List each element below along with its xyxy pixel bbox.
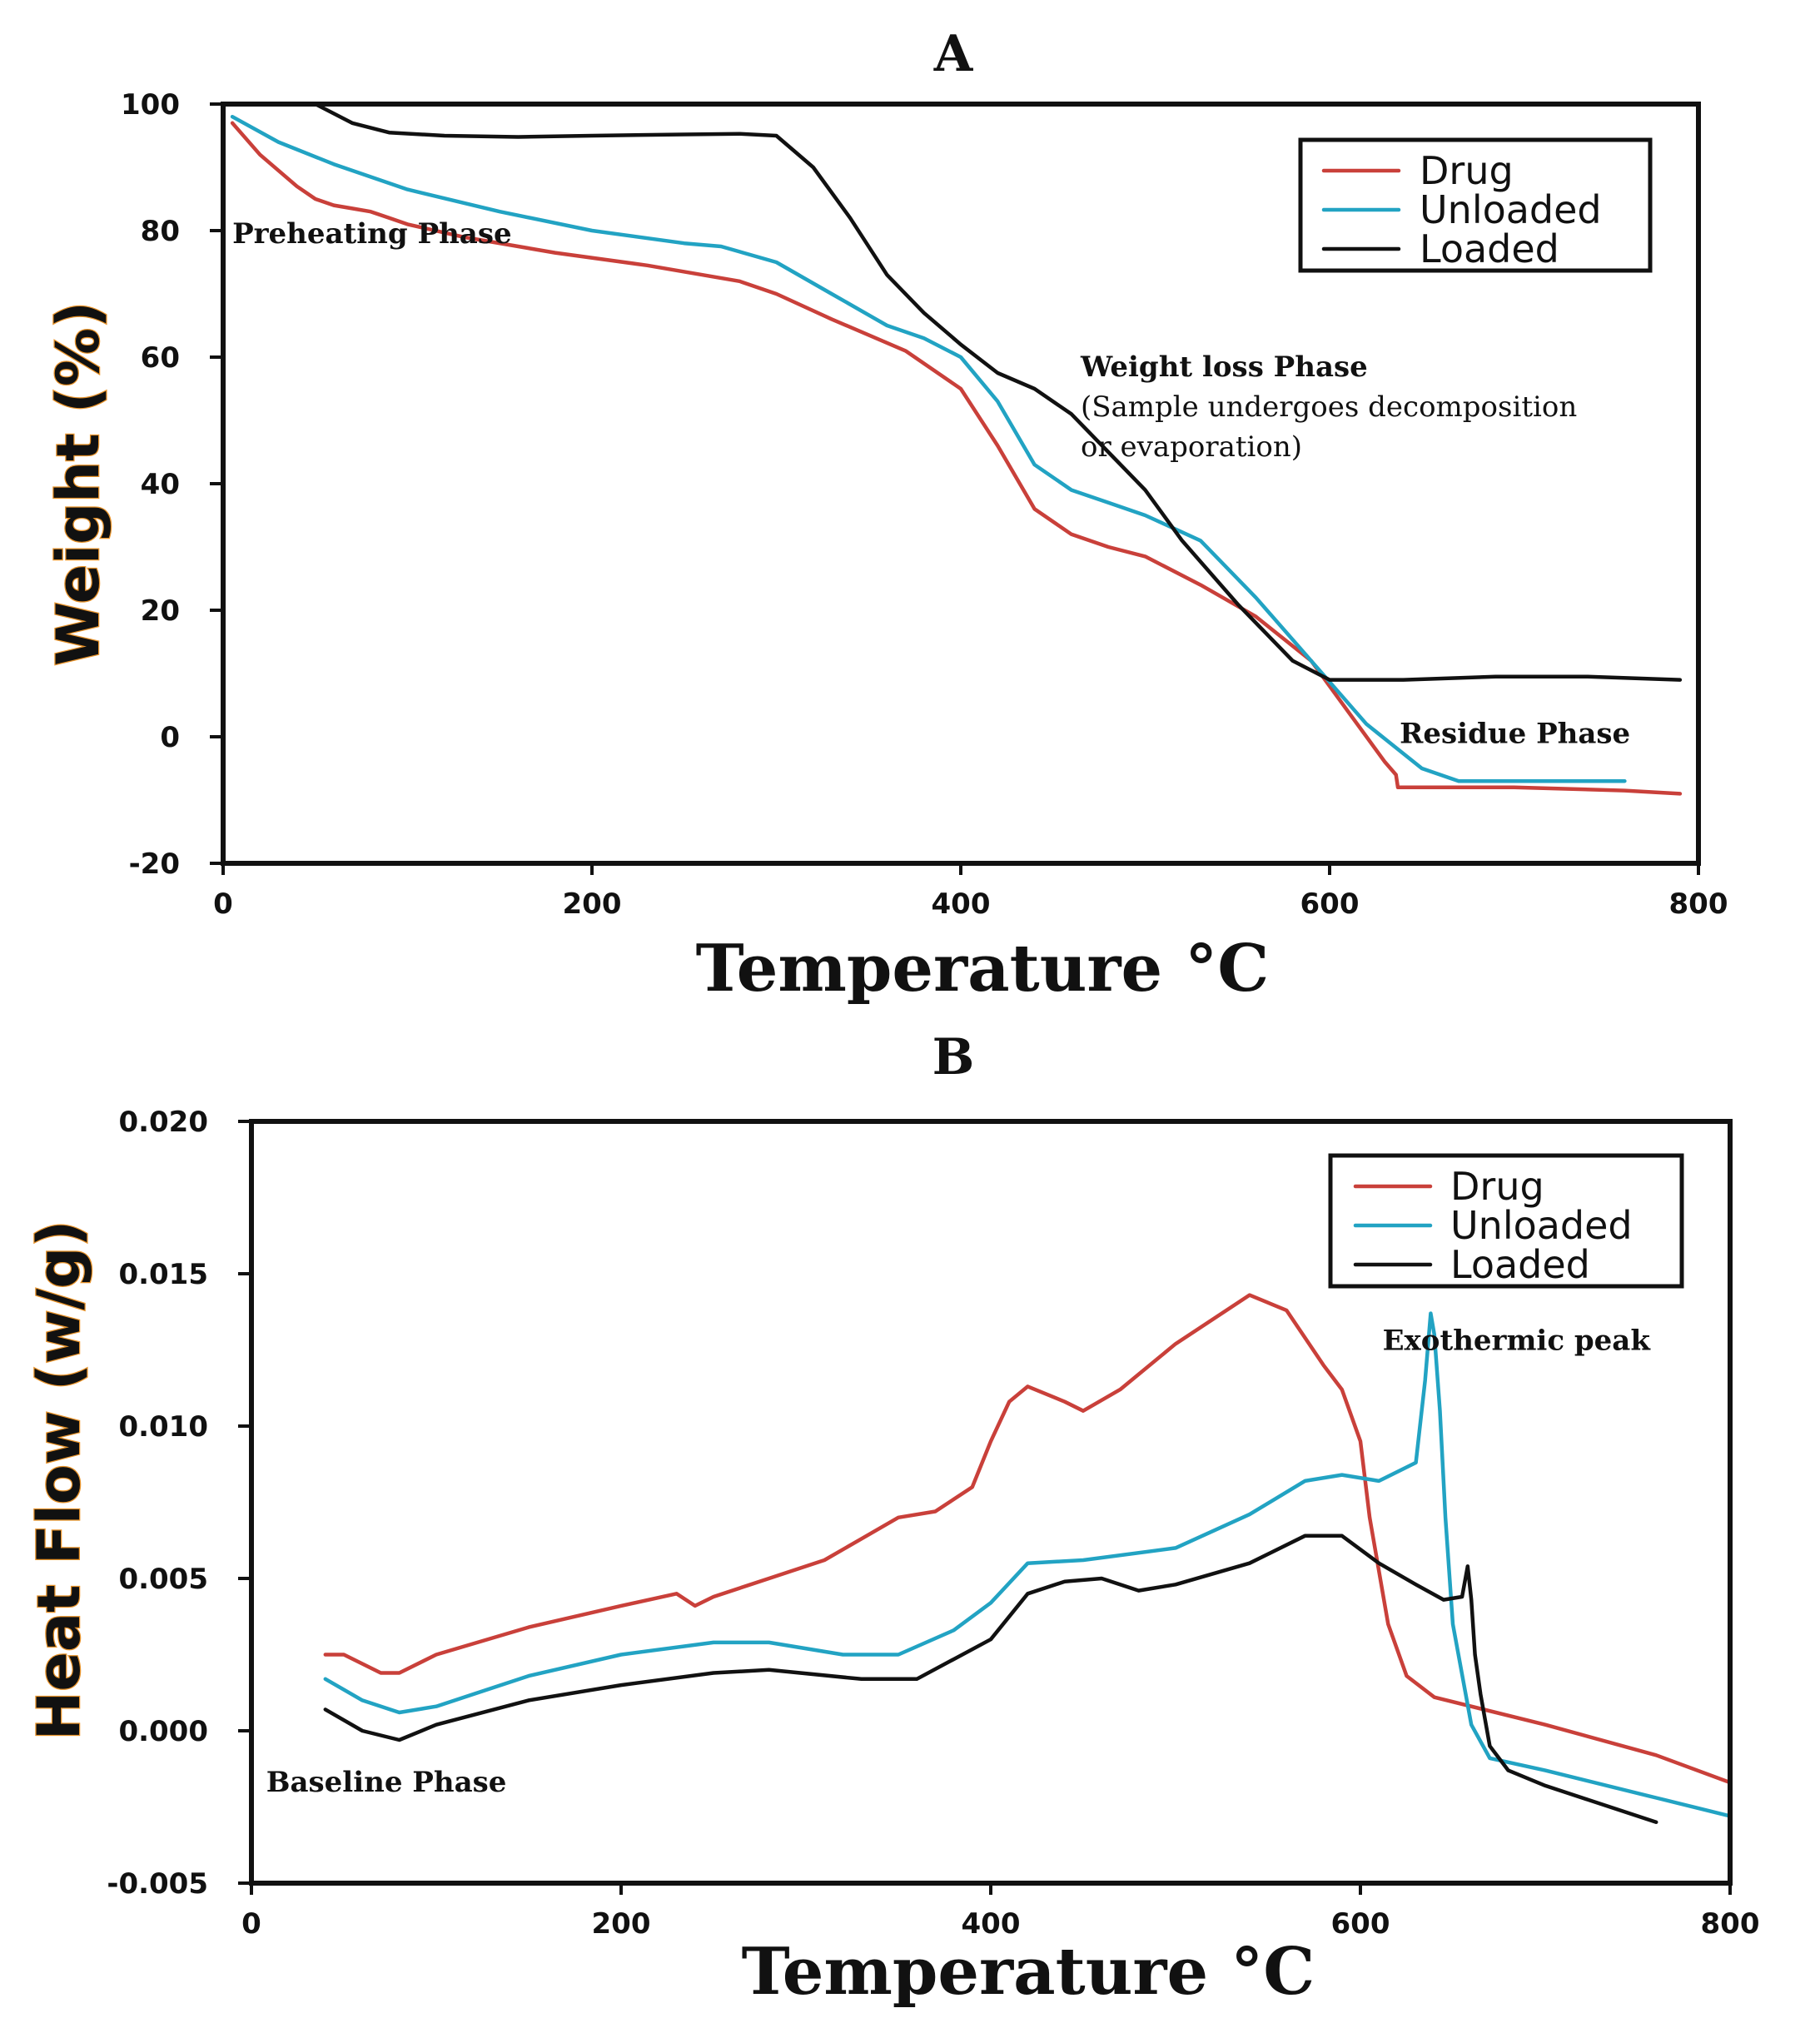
panel-a-x-axis-label: Temperature °C bbox=[696, 931, 1270, 1007]
panel-b-x-tick-label-0: 0 bbox=[241, 1907, 261, 1941]
panel-a: A 0 200 400 600 800 -20 0 20 40 60 80 100 Weight (%… bbox=[43, 25, 1728, 1007]
panel-a-annotation-residue: Residue Phase bbox=[1400, 718, 1630, 751]
panel-b-legend-label-drug: Drug bbox=[1450, 1164, 1544, 1209]
panel-a-legend-label-loaded: Loaded bbox=[1420, 226, 1559, 271]
panel-a-y-tick-label-0: -20 bbox=[129, 847, 180, 881]
panel-a-label: A bbox=[933, 25, 974, 83]
panel-a-ticks: 0 200 400 600 800 -20 0 20 40 60 80 100 bbox=[121, 88, 1728, 921]
panel-a-x-tick-label-1: 200 bbox=[563, 887, 622, 921]
panel-b-y-axis-label: Heat Flow (w/g) bbox=[25, 1220, 93, 1740]
panel-b-y-tick-label-0: -0.005 bbox=[107, 1867, 208, 1901]
panel-a-y-tick-label-6: 100 bbox=[121, 88, 180, 122]
panel-b-x-tick-label-2: 400 bbox=[962, 1907, 1021, 1941]
panel-a-series-loaded bbox=[230, 104, 1683, 682]
panel-a-y-axis-label: Weight (%) bbox=[44, 301, 112, 666]
panel-a-series-layer bbox=[230, 104, 1683, 796]
panel-a-legend-label-drug: Drug bbox=[1420, 148, 1514, 193]
panel-b-series-loaded bbox=[323, 1533, 1658, 1825]
panel-a-y-tick-label-3: 40 bbox=[141, 468, 180, 501]
panel-b-series-drug bbox=[323, 1293, 1730, 1785]
panel-a-x-tick-label-3: 600 bbox=[1300, 887, 1360, 921]
panel-b-x-tick-label-1: 200 bbox=[592, 1907, 651, 1941]
panel-b-y-tick-label-4: 0.015 bbox=[118, 1258, 208, 1291]
panel-a-series-drug bbox=[230, 121, 1683, 796]
panel-b-y-tick-label-3: 0.010 bbox=[118, 1410, 208, 1444]
panel-b-annotation-exothermic: Exothermic peak bbox=[1383, 1325, 1652, 1358]
panel-a-annotation-preheating: Preheating Phase bbox=[232, 217, 512, 251]
panel-a-legend-label-unloaded: Unloaded bbox=[1420, 187, 1602, 232]
panel-a-x-tick-label-0: 0 bbox=[213, 887, 233, 921]
panel-b-label: B bbox=[932, 1028, 975, 1086]
panel-a-x-tick-label-2: 400 bbox=[932, 887, 991, 921]
panel-b-series-layer bbox=[323, 1293, 1730, 1825]
panel-b-y-tick-label-2: 0.005 bbox=[118, 1563, 208, 1596]
panel-b-series-unloaded bbox=[323, 1311, 1730, 1818]
panel-a-series-unloaded bbox=[230, 114, 1627, 783]
panel-b-annotation-baseline: Baseline Phase bbox=[266, 1766, 507, 1799]
panel-a-x-tick-label-4: 800 bbox=[1669, 887, 1728, 921]
panel-b-legend-label-unloaded: Unloaded bbox=[1450, 1203, 1633, 1248]
panel-a-annotation-weightloss: Weight loss Phase (Sample undergoes decom… bbox=[1080, 350, 1577, 464]
panel-b: B 0 200 400 600 800 -0.005 0.000 0.005 0.010 0.01… bbox=[24, 1028, 1760, 2010]
panel-b-legend: Drug Unloaded Loaded bbox=[1328, 1153, 1684, 1289]
panel-b-x-tick-label-3: 600 bbox=[1331, 1907, 1390, 1941]
panel-b-legend-label-loaded: Loaded bbox=[1450, 1242, 1590, 1287]
panel-a-y-tick-label-2: 20 bbox=[141, 594, 180, 628]
panel-b-annotations: Exothermic peak Baseline Phase bbox=[266, 1325, 1652, 1800]
panel-b-x-tick-label-4: 800 bbox=[1701, 1907, 1760, 1941]
panel-a-y-tick-label-4: 60 bbox=[141, 341, 180, 375]
panel-a-legend: Drug Unloaded Loaded bbox=[1298, 137, 1653, 273]
panel-b-y-tick-label-5: 0.020 bbox=[118, 1106, 208, 1139]
panel-b-ticks: 0 200 400 600 800 -0.005 0.000 0.005 0.010 0.015 0… bbox=[107, 1106, 1759, 1941]
panel-b-y-tick-label-1: 0.000 bbox=[118, 1715, 208, 1748]
panel-a-annotations: Preheating Phase Weight loss Phase (Sample… bbox=[232, 217, 1630, 750]
panel-b-x-axis-label: Temperature °C bbox=[742, 1934, 1315, 2010]
panel-a-y-tick-label-5: 80 bbox=[141, 215, 180, 248]
panel-a-y-tick-label-1: 0 bbox=[160, 721, 180, 754]
